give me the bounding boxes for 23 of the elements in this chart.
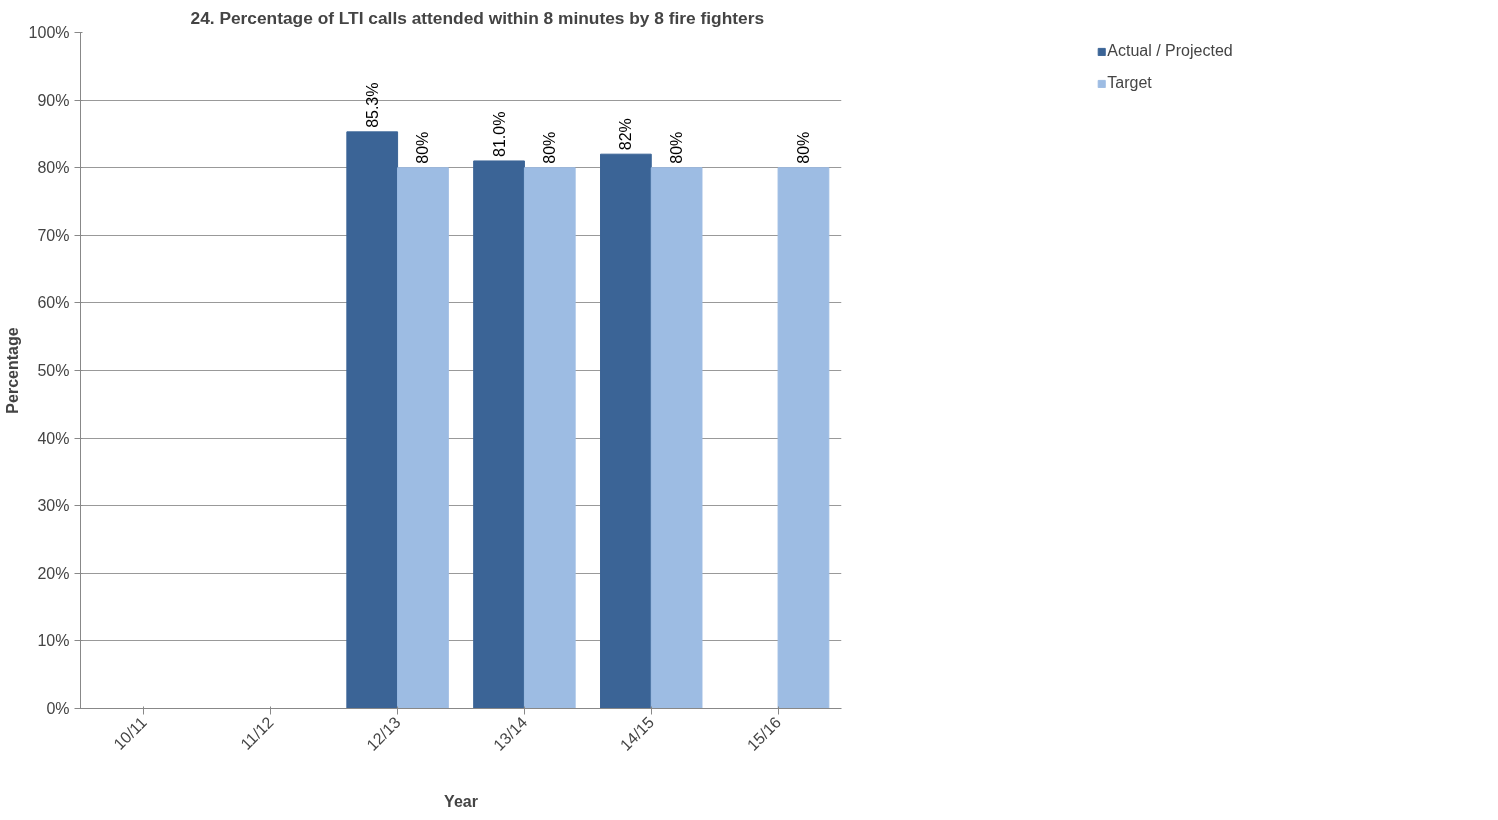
data-label: 80% bbox=[668, 131, 686, 164]
y-tick-label: 10% bbox=[37, 632, 70, 650]
y-tick-label: 30% bbox=[37, 497, 70, 515]
data-label: 80% bbox=[541, 131, 559, 164]
y-tick-label: 80% bbox=[37, 159, 70, 177]
data-label: 80% bbox=[414, 131, 432, 164]
y-tick-label: 40% bbox=[37, 429, 70, 447]
data-label: 85.3% bbox=[363, 82, 381, 128]
y-tick-label: 100% bbox=[28, 24, 70, 41]
data-label: 81.0% bbox=[490, 111, 508, 157]
y-tick-label: 0% bbox=[46, 700, 70, 717]
y-tick-label: 50% bbox=[37, 362, 70, 379]
y-tick-label: 90% bbox=[37, 91, 70, 109]
y-tick-label: 20% bbox=[37, 564, 70, 582]
x-axis-title: Year bbox=[444, 792, 478, 810]
data-label: 80% bbox=[794, 131, 812, 164]
data-label: 82% bbox=[617, 118, 635, 151]
y-tick-label: 60% bbox=[37, 294, 70, 312]
legend-label: Actual / Projected bbox=[1107, 42, 1233, 60]
y-tick-label: 70% bbox=[37, 226, 70, 244]
chart-title: 24. Percentage of LTI calls attended within 8 minutes by 8 fire fighters bbox=[190, 7, 765, 28]
y-axis-title: Percentage bbox=[3, 327, 21, 414]
legend-label: Target bbox=[1107, 74, 1152, 92]
